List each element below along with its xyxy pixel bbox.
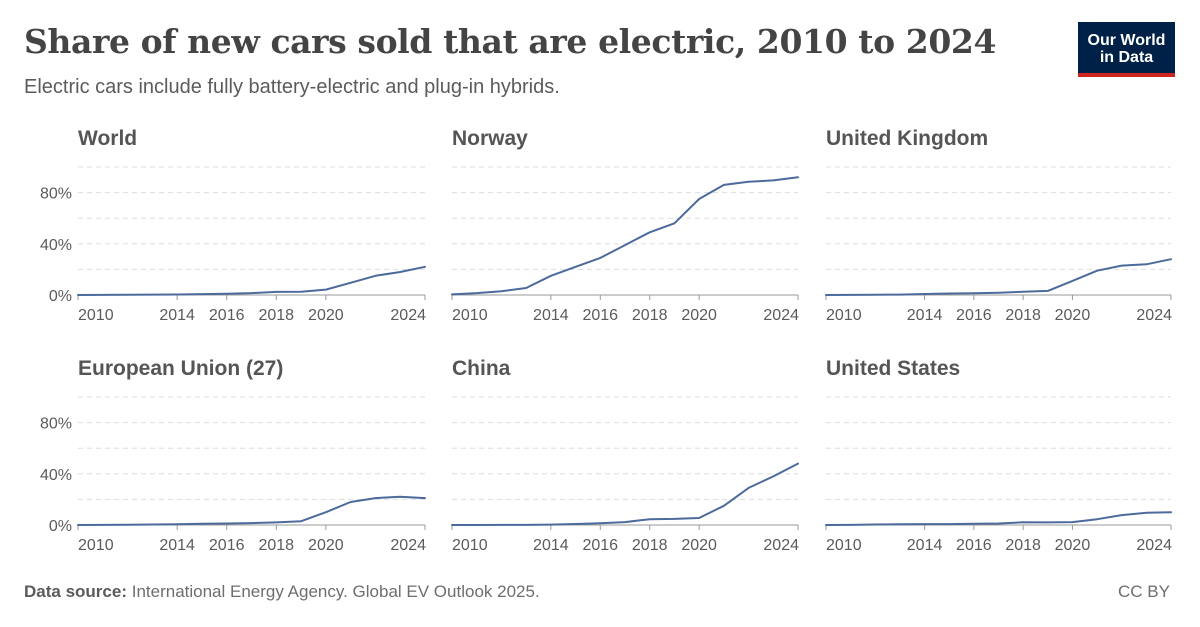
x-tick-label: 2014: [907, 307, 943, 324]
x-tick-label: 2018: [632, 307, 668, 324]
x-tick-label: 2014: [907, 537, 943, 554]
series-line: [451, 462, 799, 526]
x-tick-label: 2010: [452, 537, 488, 554]
x-tick-label: 2024: [1136, 307, 1172, 324]
x-tick-label: 2020: [1055, 537, 1091, 554]
x-tick-label: 2024: [390, 537, 426, 554]
x-tick-label: 2020: [308, 537, 344, 554]
x-tick-label: 2016: [209, 537, 245, 554]
y-tick-label: 0%: [49, 518, 72, 535]
logo-line-2: in Data: [1099, 49, 1154, 66]
series-line: [451, 176, 799, 296]
x-tick-label: 2016: [582, 307, 618, 324]
x-tick-label: 2010: [78, 537, 114, 554]
data-source-label: Data source:: [24, 582, 127, 601]
owid-logo[interactable]: Our World in Data: [1078, 22, 1175, 77]
data-source-text: International Energy Agency. Global EV O…: [131, 582, 540, 601]
x-tick-label: 2016: [209, 307, 245, 324]
y-tick-label: 0%: [49, 288, 72, 305]
x-tick-label: 2024: [390, 307, 426, 324]
x-tick-label: 2014: [533, 537, 569, 554]
series-line: [77, 495, 426, 526]
x-tick-label: 2014: [159, 307, 195, 324]
y-tick-label: 80%: [40, 186, 72, 203]
series-line: [825, 258, 1172, 296]
x-tick-label: 2018: [258, 307, 294, 324]
x-tick-label: 2020: [308, 307, 344, 324]
x-tick-label: 2010: [78, 307, 114, 324]
x-tick-label: 2018: [632, 537, 668, 554]
license-link[interactable]: CC BY: [1118, 582, 1170, 601]
panel-title: World: [78, 127, 137, 150]
panel-title: European Union (27): [78, 357, 283, 380]
x-tick-label: 2020: [681, 537, 717, 554]
panel-title: United Kingdom: [826, 127, 988, 150]
x-tick-label: 2020: [681, 307, 717, 324]
x-tick-label: 2018: [258, 537, 294, 554]
x-tick-label: 2024: [1136, 537, 1172, 554]
x-tick-label: 2016: [956, 307, 992, 324]
x-tick-label: 2018: [1005, 537, 1041, 554]
y-tick-label: 40%: [40, 467, 72, 484]
series-line: [825, 511, 1172, 526]
x-tick-label: 2014: [159, 537, 195, 554]
x-tick-label: 2018: [1005, 307, 1041, 324]
x-tick-label: 2024: [763, 537, 799, 554]
x-tick-label: 2020: [1055, 307, 1091, 324]
x-tick-label: 2010: [826, 307, 862, 324]
y-tick-label: 40%: [40, 237, 72, 254]
chart-title: Share of new cars sold that are electric…: [24, 22, 997, 61]
panel-title: United States: [826, 357, 960, 380]
series-line: [77, 265, 426, 296]
logo-line-1: Our World: [1087, 32, 1166, 49]
x-tick-label: 2010: [452, 307, 488, 324]
chart-subtitle: Electric cars include fully battery-elec…: [24, 76, 560, 98]
x-tick-label: 2014: [533, 307, 569, 324]
logo-accent-bar: [1078, 73, 1175, 77]
y-tick-label: 80%: [40, 416, 72, 433]
panel-title: Norway: [452, 127, 528, 150]
x-tick-label: 2016: [956, 537, 992, 554]
x-tick-label: 2010: [826, 537, 862, 554]
x-tick-label: 2024: [763, 307, 799, 324]
data-source: Data source: International Energy Agency…: [24, 582, 540, 602]
panel-title: China: [452, 357, 511, 380]
x-tick-label: 2016: [582, 537, 618, 554]
